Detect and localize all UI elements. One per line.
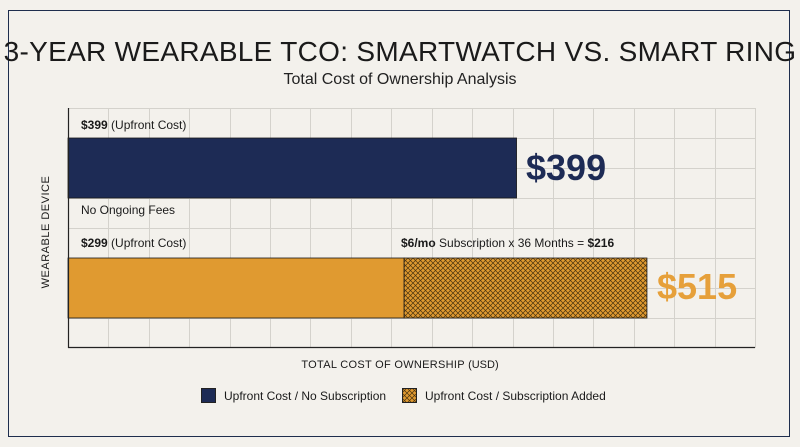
legend-item-subscription-added: Upfront Cost / Subscription Added [402,388,606,403]
ring-upfront-amount: $299 [81,236,108,250]
ring-subscription-note: $6/mo Subscription x 36 Months = $216 [401,236,614,250]
x-axis-unit: (USD) [468,359,499,371]
legend-swatch-navy [201,388,216,403]
axes [67,108,755,349]
bars [67,137,648,319]
ring-subscription-text: Subscription x 36 Months = [435,236,588,250]
legend: Upfront Cost / No Subscription Upfront C… [0,388,800,408]
chart-subtitle: Total Cost of Ownership Analysis [283,71,517,88]
ring-subscription-total: $216 [587,236,615,250]
x-axis-label: TOTAL COST OF OWNERSHIP (USD) [0,359,800,371]
ring-subscription-rate: $6/mo [401,236,436,250]
bar-segment-1-1 [403,257,648,319]
smartwatch-total-label: $399 [526,147,607,188]
plot-area [67,108,756,349]
smartwatch-upfront-text: (Upfront Cost) [107,118,187,132]
legend-label-subscription-added: Upfront Cost / Subscription Added [425,388,606,403]
chart-frame [8,10,790,437]
bar-segment-1-0 [67,257,405,319]
ring-upfront-text: (Upfront Cost) [107,236,187,250]
legend-item-no-subscription: Upfront Cost / No Subscription [201,388,386,403]
chart-title: 3-YEAR WEARABLE TCO: SMARTWATCH VS. SMAR… [3,36,797,67]
y-axis-label: WEARABLE DEVICE [40,175,52,289]
smartwatch-upfront-amount: $399 [81,118,108,132]
legend-swatch-crosshatch [402,388,417,403]
smartwatch-upfront-note: $399 (Upfront Cost) [81,118,186,132]
smartwatch-fees-note: No Ongoing Fees [81,203,176,217]
ring-upfront-note: $299 (Upfront Cost) [81,236,186,250]
legend-label-no-subscription: Upfront Cost / No Subscription [224,388,387,403]
x-axis-title: TOTAL COST OF OWNERSHIP [301,359,465,371]
ring-total-label: $515 [657,266,738,307]
bar-segment-0-0 [67,137,517,199]
